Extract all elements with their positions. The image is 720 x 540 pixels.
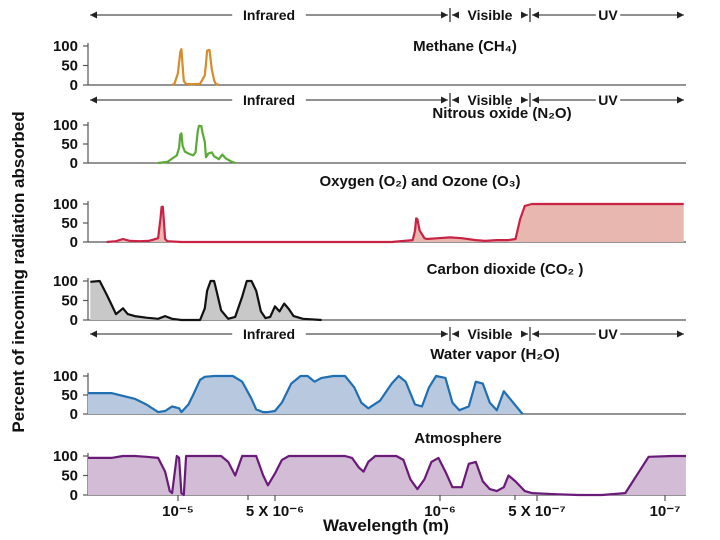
- panel-2: 0 50 100 Oxygen (O₂) and Ozone (O₃): [53, 173, 686, 251]
- band-label: UV: [598, 92, 618, 108]
- band-arrowhead: [90, 11, 97, 19]
- band-arrowhead: [90, 96, 97, 104]
- y-tick-label: 50: [61, 215, 78, 232]
- y-tick-label: 0: [70, 312, 78, 329]
- panel-title: Methane (CH₄): [413, 38, 517, 55]
- y-tick-label: 0: [70, 77, 78, 94]
- y-tick-label: 0: [70, 406, 78, 423]
- series-line: [157, 124, 236, 165]
- y-tick-label: 50: [61, 58, 78, 75]
- band-label: UV: [598, 7, 618, 23]
- band-label: UV: [598, 326, 618, 342]
- y-tick-label: 100: [53, 368, 78, 385]
- series-line: [88, 374, 524, 415]
- panel-0: 0 50 100 Methane (CH₄): [53, 38, 686, 94]
- panel-title: Nitrous oxide (N₂O): [432, 105, 571, 122]
- band-arrowhead: [677, 330, 684, 338]
- band-arrowhead: [521, 330, 528, 338]
- panel-5: 0 50 100 Atmosphere: [53, 430, 686, 504]
- series-area: [88, 456, 686, 495]
- x-axis: 10⁻⁵ 5 X 10⁻⁶ 10⁻⁶ 5 X 10⁻⁷ 10⁻⁷: [162, 495, 680, 520]
- band-label: Infrared: [243, 92, 295, 108]
- band-strip: Infrared Visible UV: [90, 326, 684, 342]
- y-tick-label: 50: [61, 387, 78, 404]
- band-arrowhead: [441, 96, 448, 104]
- band-arrowhead: [521, 11, 528, 19]
- band-arrowhead: [532, 96, 539, 104]
- y-tick-label: 100: [53, 117, 78, 134]
- x-tick-label: 5 X 10⁻⁶: [246, 503, 304, 520]
- x-tick-label: 10⁻⁵: [162, 503, 194, 520]
- band-arrowhead: [532, 11, 539, 19]
- y-axis-label: Percent of incoming radiation absorbed: [9, 111, 28, 432]
- series-line: [171, 47, 220, 87]
- panel-1: 0 50 100 Nitrous oxide (N₂O): [53, 105, 686, 172]
- band-arrowhead: [441, 11, 448, 19]
- band-arrowhead: [677, 96, 684, 104]
- band-arrowhead: [452, 11, 459, 19]
- band-arrowhead: [677, 11, 684, 19]
- x-tick-label: 5 X 10⁻⁷: [508, 503, 565, 520]
- x-tick-label: 10⁻⁶: [424, 503, 456, 520]
- band-arrowhead: [521, 96, 528, 104]
- band-arrowhead: [452, 330, 459, 338]
- band-arrowhead: [452, 96, 459, 104]
- y-tick-label: 50: [61, 293, 78, 310]
- y-tick-label: 0: [70, 234, 78, 251]
- panel-title: Oxygen (O₂) and Ozone (O₃): [319, 173, 520, 190]
- chart-panels: 0 50 100 Methane (CH₄) 0 50 100 Nitrous oxide (…: [53, 38, 686, 504]
- panel-title: Water vapor (H₂O): [430, 346, 559, 363]
- band-label: Visible: [468, 7, 513, 23]
- panel-title: Carbon dioxide (CO₂ ): [427, 261, 584, 278]
- x-axis-label: Wavelength (m): [323, 516, 449, 535]
- band-label: Visible: [468, 92, 513, 108]
- panel-3: 0 50 100 Carbon dioxide (CO₂ ): [53, 261, 686, 329]
- series-line: [88, 454, 686, 497]
- series-line: [106, 202, 684, 244]
- y-tick-label: 0: [70, 487, 78, 504]
- band-strip: Infrared Visible UV: [90, 7, 684, 23]
- y-tick-label: 50: [61, 136, 78, 153]
- y-tick-label: 100: [53, 448, 78, 465]
- y-tick-label: 100: [53, 273, 78, 290]
- band-label: Infrared: [243, 326, 295, 342]
- y-tick-label: 100: [53, 196, 78, 213]
- panel-title: Atmosphere: [414, 430, 502, 447]
- band-arrowhead: [441, 330, 448, 338]
- band-label: Visible: [468, 326, 513, 342]
- band-strip: Infrared Visible UV: [90, 92, 684, 108]
- series-area: [106, 204, 684, 242]
- y-tick-label: 50: [61, 468, 78, 485]
- x-tick-label: 10⁻⁷: [650, 503, 681, 520]
- band-arrowhead: [90, 330, 97, 338]
- series-line: [90, 279, 322, 322]
- y-tick-label: 100: [53, 38, 78, 55]
- band-arrowhead: [532, 330, 539, 338]
- band-label: Infrared: [243, 7, 295, 23]
- y-tick-label: 0: [70, 155, 78, 172]
- panel-4: 0 50 100 Water vapor (H₂O): [53, 346, 686, 423]
